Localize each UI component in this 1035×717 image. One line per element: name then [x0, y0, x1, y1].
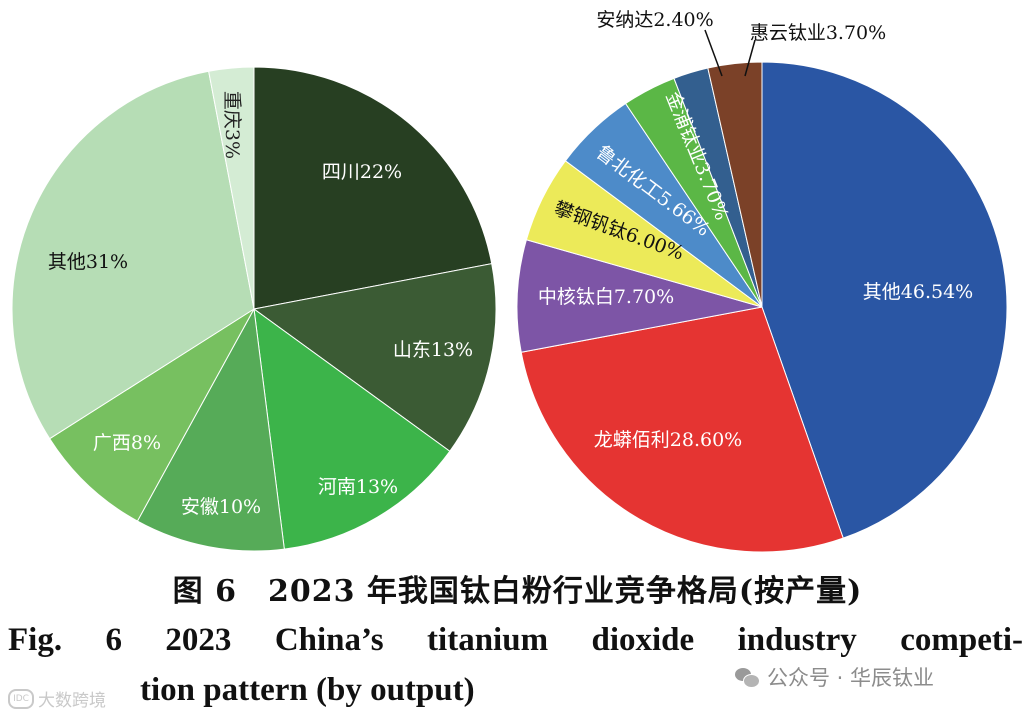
pie1-slice-6 [11, 70, 255, 440]
figure-caption-en-line1: Fig. 6 2023 China’s titanium dioxide ind… [8, 622, 1023, 658]
watermark-left: IDC 大数跨境 [8, 686, 106, 711]
pie1-label-6: 其他31% [48, 251, 128, 273]
watermark-left-text: 大数跨境 [38, 691, 106, 711]
pie1-label-4: 安徽10% [181, 496, 261, 518]
pie1-slice-4 [136, 307, 285, 552]
pie1-slice-3 [253, 307, 451, 550]
pie2-slice-3 [516, 239, 763, 353]
pie2-leader-line-8 [744, 39, 756, 77]
pie2-label-8: 惠云钛业3.70% [750, 22, 886, 44]
figure-caption-zh: 图 6 2023 年我国钛白粉行业竞争格局(按产量) [172, 574, 863, 609]
pie1-label-1: 四川22% [322, 161, 402, 183]
pie2-label-1: 其他46.54% [863, 281, 973, 303]
pie2-label-7: 安纳达2.40% [596, 9, 713, 31]
pie2-label-3: 中核钛白7.70% [538, 286, 674, 308]
pie2-slice-2 [520, 306, 844, 553]
figure-caption-en-line2: tion pattern (by output) [140, 672, 475, 708]
pie1-label-5: 广西8% [93, 432, 161, 454]
wechat-icon [735, 666, 760, 688]
pie-chart-1: 四川22% 山东13% 河南13% 安徽10% 广西8% 其他31% 重庆3% [11, 66, 497, 552]
watermark-right-text: 公众号 · 华辰钛业 [767, 666, 935, 690]
pie1-label-3: 河南13% [318, 476, 398, 498]
watermark-logo-icon: IDC [8, 688, 34, 709]
pie2-slice-1 [761, 61, 1008, 539]
pie2-label-2: 龙蟒佰利28.60% [594, 429, 742, 451]
pie1-slice-7 [208, 66, 255, 310]
pie-chart-2: 其他46.54%龙蟒佰利28.60%中核钛白7.70%攀钢钒钛6.00%鲁北化工… [516, 9, 1008, 553]
pie1-slice-5 [48, 308, 255, 522]
watermark-right: 公众号 · 华辰钛业 [735, 662, 934, 692]
pie1-label-7: 重庆3% [221, 91, 243, 159]
pie1-label-2: 山东13% [393, 339, 473, 361]
pie1-slice-1 [253, 66, 493, 310]
pie-charts: 四川22% 山东13% 河南13% 安徽10% 广西8% 其他31% 重庆3% 其他46.54… [11, 9, 1008, 553]
pie2-slice-8 [707, 61, 763, 308]
pie2-leader-line-7 [704, 29, 723, 77]
pie1-slice-2 [252, 263, 497, 452]
